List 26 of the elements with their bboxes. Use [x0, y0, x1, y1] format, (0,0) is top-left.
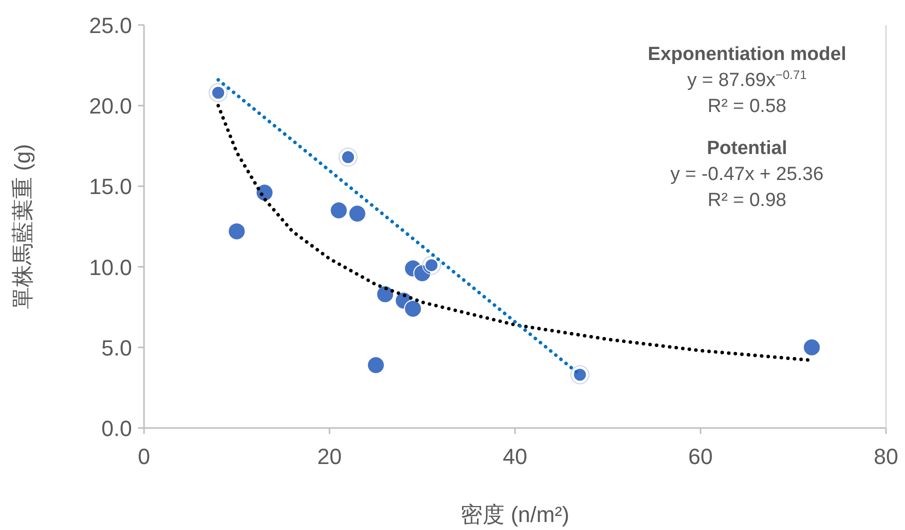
point [348, 204, 366, 223]
x-tick-label: 80 [874, 444, 898, 469]
point [376, 285, 394, 304]
x-tick-label: 0 [138, 444, 150, 469]
y-tick-label: 25.0 [89, 13, 132, 38]
annotation: R² = 0.58 [708, 96, 786, 117]
annotation: y = -0.47x + 25.36 [670, 164, 824, 185]
annotation: Exponentiation model [648, 44, 846, 65]
y-tick-label: 0.0 [101, 416, 132, 441]
point [366, 356, 385, 374]
y-tick-label: 5.0 [101, 335, 132, 360]
x-tick-label: 20 [317, 444, 342, 469]
point [330, 201, 348, 220]
y-tick-label: 20.0 [89, 94, 132, 119]
x-tick-label: 60 [688, 444, 713, 469]
x-tick-label: 40 [502, 444, 528, 469]
point [228, 222, 246, 240]
annotation: y = 87.69x$^{−0.71}$ [687, 68, 807, 91]
point [802, 338, 821, 356]
y-tick-label: 15.0 [89, 174, 132, 200]
annotation: R² = 0.98 [708, 190, 786, 211]
x-axis-title: 密度 (n/m²) [460, 502, 570, 527]
y-axis-title: 單株馬藍葉重 (g) [10, 144, 35, 309]
y-tick-label: 10.0 [89, 254, 132, 280]
annotation: Potential [706, 138, 788, 159]
point [404, 300, 422, 318]
